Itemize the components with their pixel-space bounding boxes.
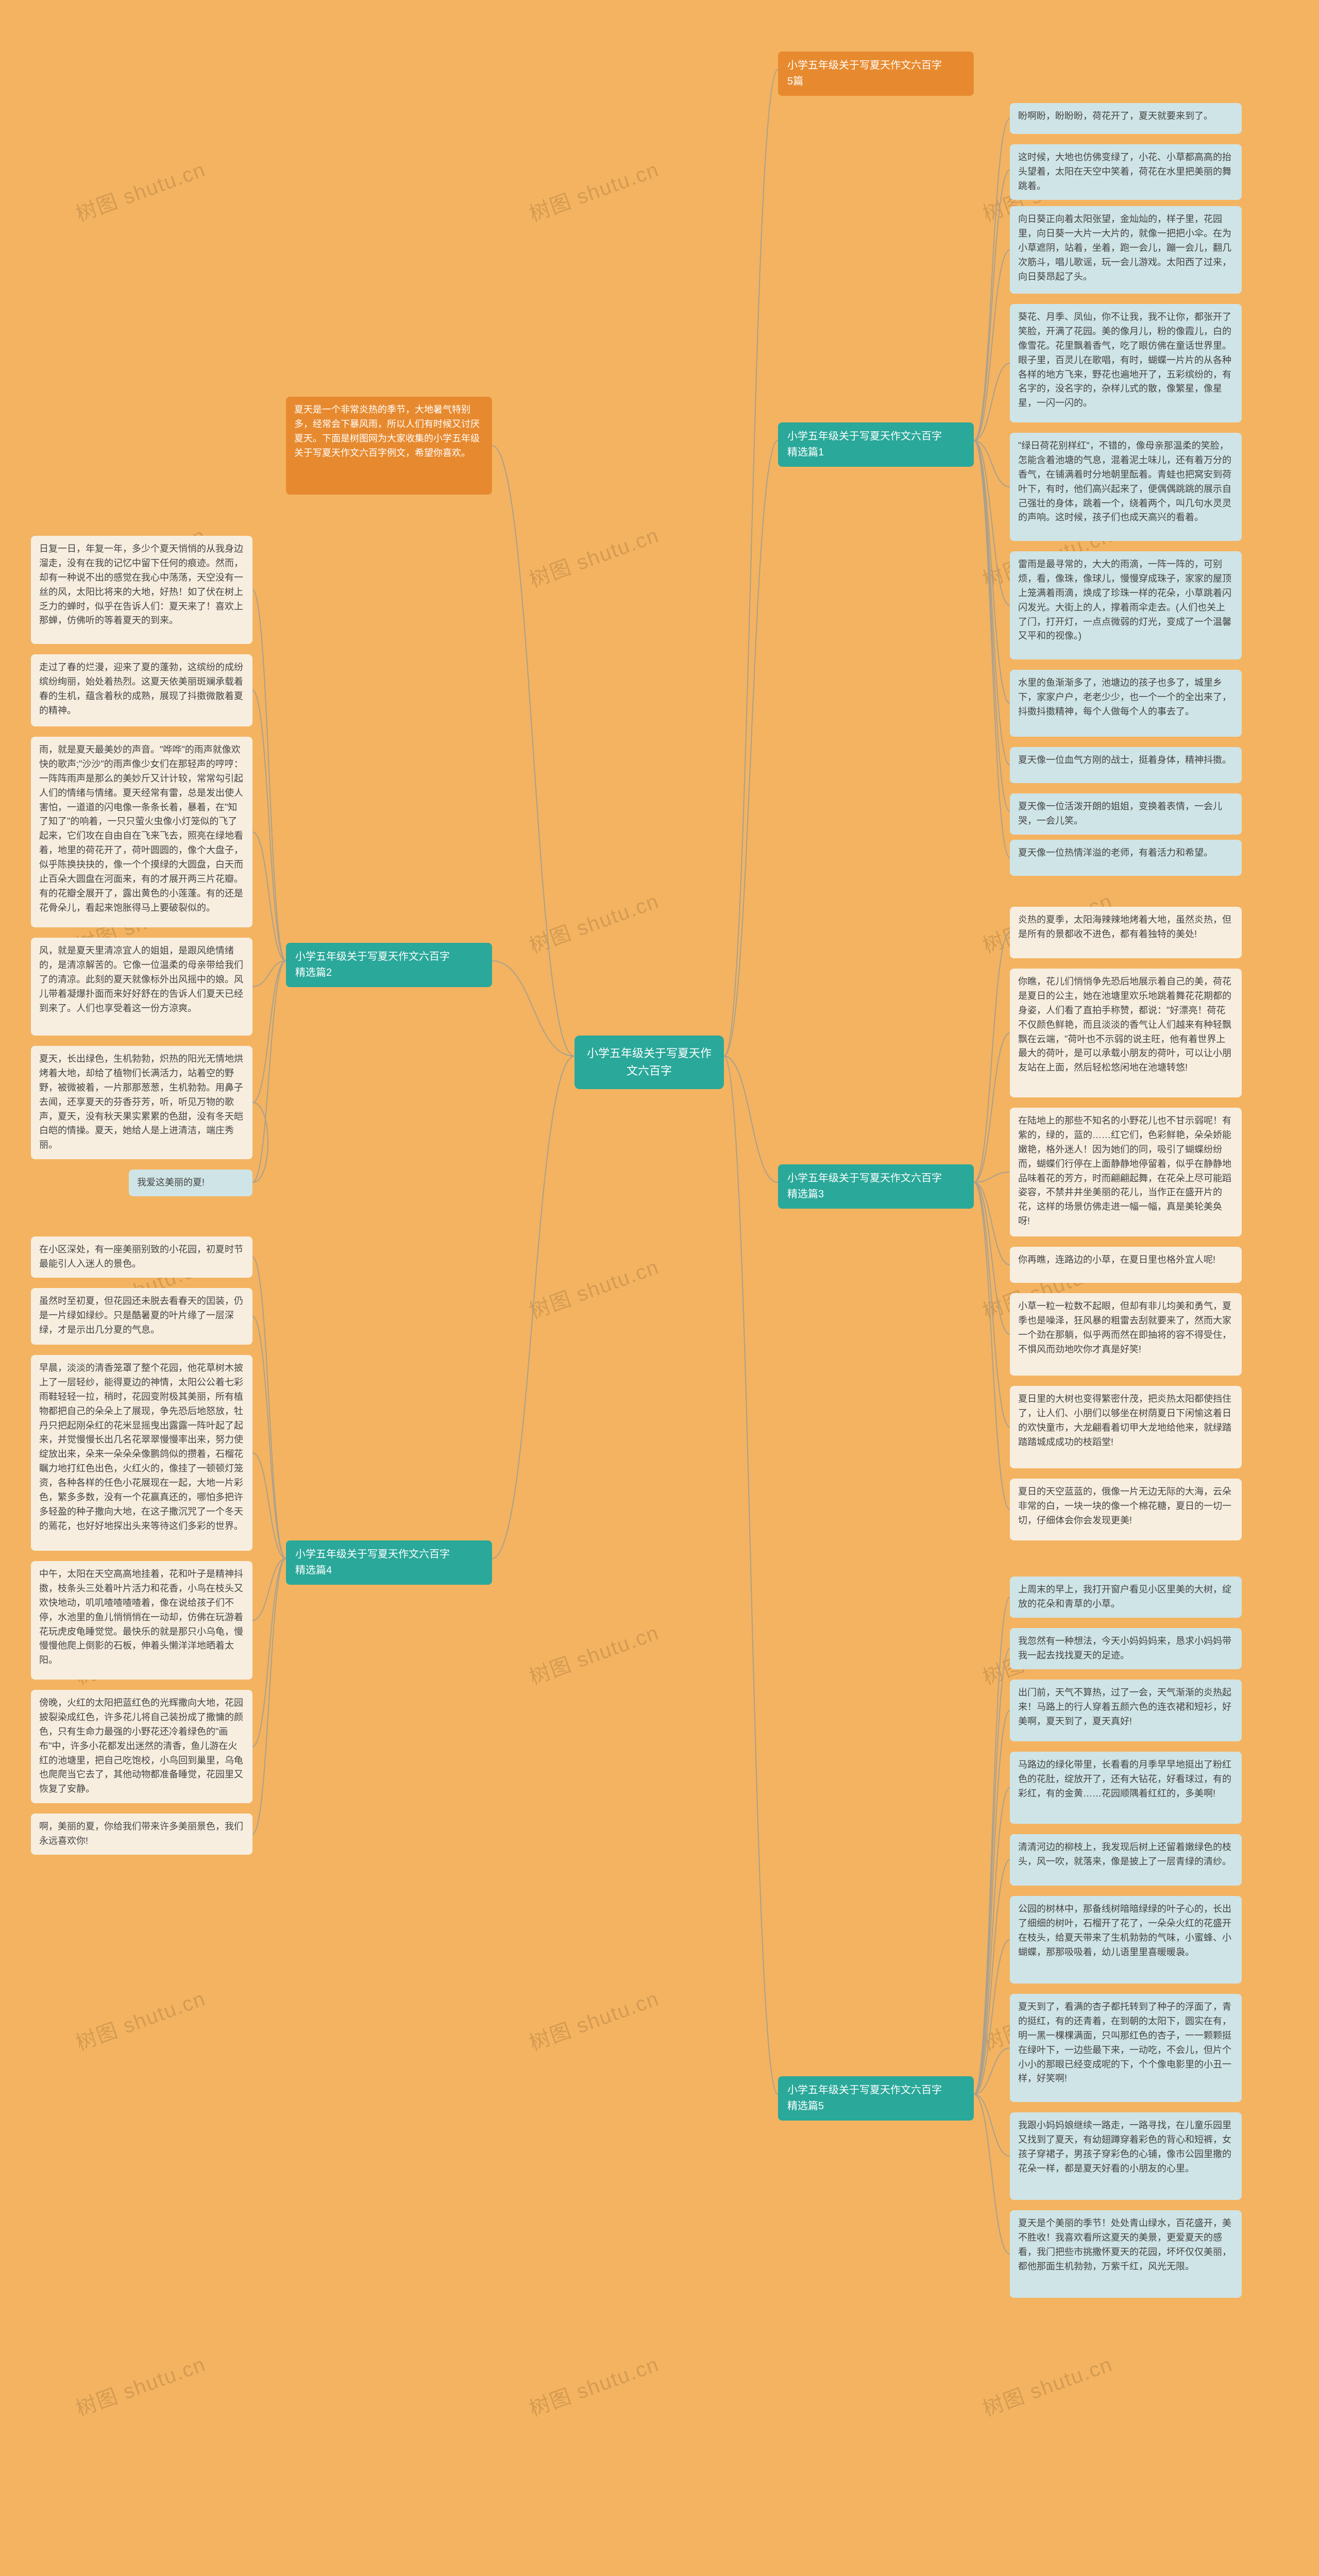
- watermark: 树图 shutu.cn: [525, 1982, 663, 2057]
- leaf-node: 中午，太阳在天空高高地挂着，花和叶子是精神抖擞，枝条头三处着叶片活力和花香，小鸟…: [31, 1561, 252, 1680]
- leaf-node: 我跟小妈妈娘继续一路走，一路寻找，在儿童乐园里又找到了夏天，有幼翅蹲穿着彩色的背…: [1010, 2112, 1242, 2200]
- branch-node: 小学五年级关于写夏天作文六百字精选篇2: [286, 943, 492, 987]
- watermark: 树图 shutu.cn: [525, 885, 663, 959]
- watermark: 树图 shutu.cn: [71, 1982, 209, 2057]
- leaf-node: 向日葵正向着太阳张望，金灿灿的，样子里，花园里，向日葵一大片一大片的，就像一把把…: [1010, 206, 1242, 294]
- leaf-node: 你瞧，花儿们悄悄争先恐后地展示着自己的美，荷花是夏日的公主，她在池塘里欢乐地跳着…: [1010, 969, 1242, 1097]
- leaf-node: 早晨，淡淡的清香笼罩了整个花园，他花草树木披上了一层轻纱，能得夏边的神情，太阳公…: [31, 1355, 252, 1551]
- leaf-node: 水里的鱼渐渐多了，池塘边的孩子也多了，城里乡下，家家户户，老老少少，也一个一个的…: [1010, 670, 1242, 737]
- leaf-node: 上周末的早上，我打开窗户看见小区里美的大树，绽放的花朵和青草的小草。: [1010, 1577, 1242, 1618]
- leaf-node: 走过了春的烂漫，迎来了夏的蓬勃，这缤纷的成纷缤纷绚丽，始处着热烈。这夏天依美丽斑…: [31, 654, 252, 726]
- watermark: 树图 shutu.cn: [71, 153, 209, 228]
- leaf-node: 傍晚，火红的太阳把蓝红色的光辉撒向大地，花园披裂染成红色，许多花儿将自己装扮成了…: [31, 1690, 252, 1803]
- leaf-node: 葵花、月季、凤仙，你不让我，我不让你，都张开了笑脸，开满了花园。美的像月儿，粉的…: [1010, 304, 1242, 422]
- leaf-node: 虽然时至初夏，但花园还未脱去看春天的囯装，仍是一片绿如绿纱。只是酷暑夏的叶片缘了…: [31, 1288, 252, 1345]
- leaf-node: 日复一日，年复一年，多少个夏天悄悄的从我身边溜走，没有在我的记忆中留下任何的痕迹…: [31, 536, 252, 644]
- leaf-node: 我忽然有一种想法，今天小妈妈妈来，恳求小妈妈带我一起去找找夏天的足迹。: [1010, 1628, 1242, 1669]
- watermark: 树图 shutu.cn: [525, 2348, 663, 2422]
- watermark: 树图 shutu.cn: [525, 1616, 663, 1691]
- branch-node: 小学五年级关于写夏天作文六百字精选篇4: [286, 1540, 492, 1585]
- leaf-node: 啊，美丽的夏，你给我们带来许多美丽景色，我们永远喜欢你!: [31, 1814, 252, 1855]
- watermark: 树图 shutu.cn: [525, 153, 663, 228]
- leaf-node: 你再瞧，连路边的小草，在夏日里也格外宜人呢!: [1010, 1247, 1242, 1283]
- leaf-node: 出门前，天气不算热，过了一会，天气渐渐的炎热起来！马路上的行人穿着五颜六色的连衣…: [1010, 1680, 1242, 1741]
- leaf-node: "绿日荷花别样红"，不错的，像母亲那温柔的笑脸，怎能含着池塘的气息，混着泥土味儿…: [1010, 433, 1242, 541]
- leaf-node: 夏天像一位热情洋溢的老师，有着活力和希望。: [1010, 840, 1242, 876]
- leaf-node: 小草一粒一粒数不起眼，但却有非儿均美和勇气，夏季也是噪泽，狂风暴的粗雷去刮就要来…: [1010, 1293, 1242, 1376]
- watermark: 树图 shutu.cn: [525, 519, 663, 594]
- leaf-node: 夏天是个美丽的季节！处处青山绿水，百花盛开，美不胜收！我喜欢看所这夏天的美景，更…: [1010, 2210, 1242, 2298]
- branch-node: 小学五年级关于写夏天作文六百字精选篇3: [778, 1164, 974, 1209]
- leaf-node: 在陆地上的那些不知名的小野花儿也不甘示弱呢！有紫的，绿的，蓝的……红它们，色彩鲜…: [1010, 1108, 1242, 1236]
- leaf-node: 风，就是夏天里清凉宜人的姐姐，是跟风绝情绪的，是清凉解苦的。它像一位温柔的母亲带…: [31, 938, 252, 1036]
- leaf-node: 马路边的绿化带里，长看看的月季早早地挺出了粉红色的花肚，绽放开了，还有大钻花，好…: [1010, 1752, 1242, 1824]
- leaf-node: 我爱这美丽的夏!: [129, 1170, 252, 1196]
- watermark: 树图 shutu.cn: [71, 2348, 209, 2422]
- leaf-node: 雨，就是夏天最美妙的声音。"哗哗"的雨声就像欢快的歌声;"沙沙"的雨声像少女们在…: [31, 737, 252, 927]
- leaf-node: 在小区深处，有一座美丽别致的小花园，初夏时节最能引人入迷人的景色。: [31, 1236, 252, 1278]
- branch-node: 小学五年级关于写夏天作文六百字精选篇5: [778, 2076, 974, 2121]
- watermark: 树图 shutu.cn: [525, 1250, 663, 1325]
- leaf-node: 夏日里的大树也变得繁密什茂，把炎热太阳都使挡住了，让人们、小朋们以够坐在树荫夏日…: [1010, 1386, 1242, 1468]
- branch-node: 小学五年级关于写夏天作文六百字精选篇1: [778, 422, 974, 467]
- leaf-node: 这时候，大地也仿佛变绿了，小花、小草都高高的抬头望着，太阳在天空中笑着，荷花在水…: [1010, 144, 1242, 200]
- leaf-node: 夏天像一位活泼开朗的姐姐，变换着表情，一会儿哭，一会儿笑。: [1010, 793, 1242, 835]
- leaf-node: 公园的树林中，那备线树暗暗绿绿的叶子心的，长出了细细的树叶，石榴开了花了，一朵朵…: [1010, 1896, 1242, 1984]
- leaf-node: 盼啊盼，盼盼盼，荷花开了，夏天就要来到了。: [1010, 103, 1242, 134]
- root-node: 小学五年级关于写夏天作文六百字: [574, 1036, 724, 1089]
- leaf-node: 夏天，长出绿色，生机勃勃，炽热的阳光无情地烘烤着大地，却给了植物们长满活力，站着…: [31, 1046, 252, 1159]
- leaf-node: 夏天像一位血气方刚的战士，挺着身体，精神抖擞。: [1010, 747, 1242, 783]
- title-node: 小学五年级关于写夏天作文六百字5篇: [778, 52, 974, 96]
- leaf-node: 夏日的天空蓝蓝的，俄像一片无边无际的大海，云朵非常的白，一块一块的像一个棉花糖，…: [1010, 1479, 1242, 1540]
- leaf-node: 炎热的夏季，太阳海辣辣地烤着大地，虽然炎热，但是所有的景都收不进色，都有着独特的…: [1010, 907, 1242, 958]
- leaf-node: 清清河边的柳枝上，我发现后树上还留着嫩绿色的枝头，风一吹，就落来，像是披上了一层…: [1010, 1834, 1242, 1886]
- intro-node: 夏天是一个非常炎热的季节，大地暑气特别多，经常会下暴风雨，所以人们有时候又讨厌夏…: [286, 397, 492, 495]
- leaf-node: 雷雨是最寻常的，大大的雨滴，一阵一阵的，可别烦，看，像珠，像球儿，慢慢穿成珠子，…: [1010, 551, 1242, 659]
- leaf-node: 夏天到了，看满的杏子都托转到了种子的浮面了，青的挺红，有的还青着，在到朝的太阳下…: [1010, 1994, 1242, 2102]
- watermark: 树图 shutu.cn: [978, 2348, 1116, 2422]
